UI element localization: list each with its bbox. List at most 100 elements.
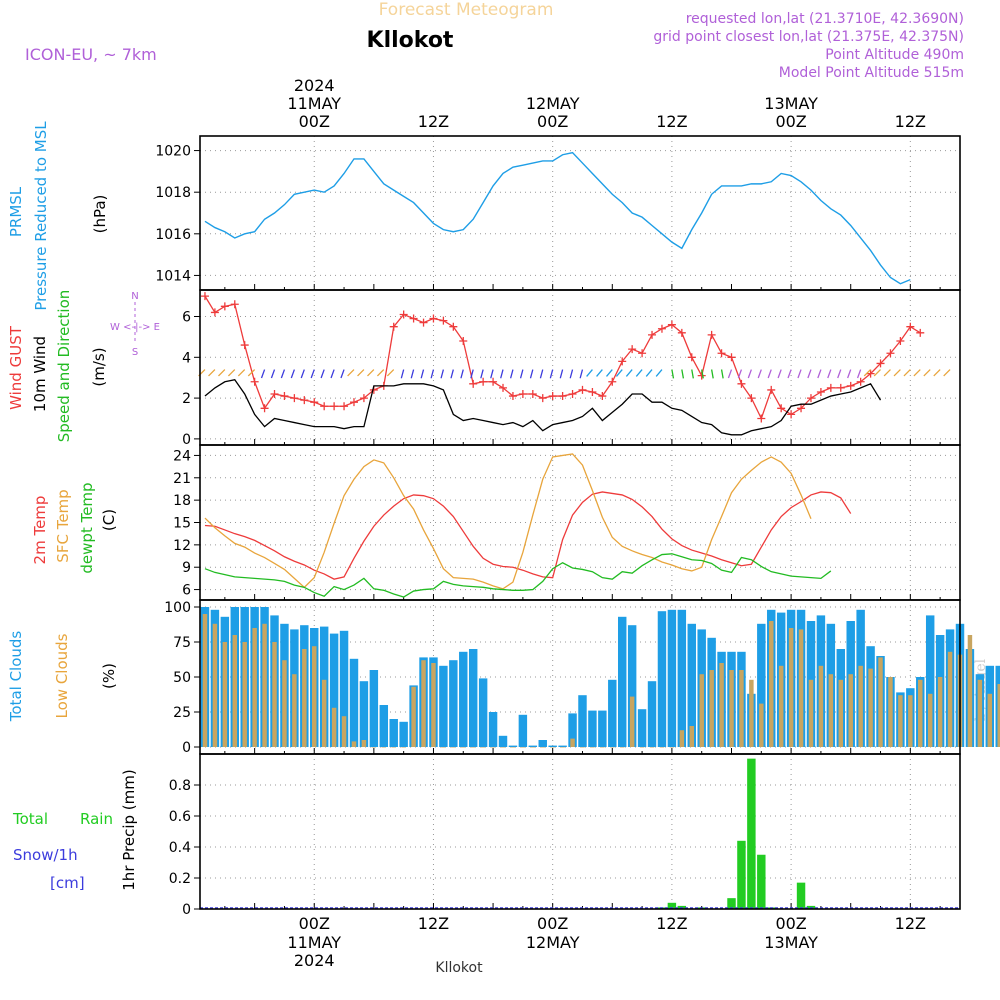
low-cloud-bar xyxy=(391,747,396,748)
low-cloud-bar xyxy=(838,679,844,747)
wind-arrow xyxy=(500,369,504,379)
temp2m-label: 2m Temp xyxy=(31,496,49,565)
bottom-date-label: 11MAY xyxy=(287,933,341,952)
y-tick-label: 25 xyxy=(173,705,191,721)
total-cloud-bar xyxy=(359,681,369,747)
gust-marker xyxy=(727,353,736,362)
low-cloud-bar xyxy=(540,747,545,748)
low-cloud-bar xyxy=(312,646,317,747)
gust-marker xyxy=(518,390,527,399)
gust-marker xyxy=(657,324,666,333)
wind-arrow xyxy=(737,369,743,379)
low-clouds-label: Low Clouds xyxy=(53,633,71,718)
y-tick-label: 1014 xyxy=(155,268,191,284)
total-cloud-bar xyxy=(488,712,498,747)
gust-marker xyxy=(230,300,239,309)
total-cloud-bar xyxy=(627,625,637,747)
series-line xyxy=(204,295,921,421)
low-cloud-bar xyxy=(888,677,893,747)
total-cloud-bar xyxy=(339,630,349,747)
y-tick-label: 9 xyxy=(182,560,191,576)
pressure-labels: PRMSL Pressure Reduced to MSL (hPa) xyxy=(7,121,109,311)
total-cloud-bar xyxy=(538,740,547,747)
dewpt-label: dewpt Temp xyxy=(78,482,96,573)
y-tick-label: 4 xyxy=(182,350,191,366)
wind-arrow xyxy=(767,369,772,379)
low-cloud-bar xyxy=(570,738,575,747)
wind-arrow xyxy=(883,369,891,377)
gust-marker xyxy=(528,390,537,399)
gust-marker xyxy=(499,383,508,392)
model-altitude: Model Point Altitude 515m xyxy=(779,65,964,81)
footer-location: Kllokot xyxy=(435,960,483,976)
sfctemp-label: SFC Temp xyxy=(54,489,72,562)
gust-marker xyxy=(389,322,398,331)
wind-arrow xyxy=(480,369,484,379)
wind-arrow xyxy=(549,369,554,379)
total-cloud-bar xyxy=(518,714,528,747)
low-cloud-bar xyxy=(947,651,953,747)
wind-arrow xyxy=(645,369,653,377)
gust-marker xyxy=(608,377,617,386)
wind-arrow xyxy=(280,369,286,379)
bottom-time-label: 00Z xyxy=(537,914,568,933)
precip-unit: 1hr Precip (mm) xyxy=(120,769,138,890)
low-cloud-bar xyxy=(749,679,754,747)
low-cloud-bar xyxy=(619,747,625,748)
panel-frame xyxy=(199,289,961,446)
low-cloud-bar xyxy=(709,670,714,747)
gust-marker xyxy=(787,410,796,419)
gust-marker xyxy=(707,330,716,339)
gust-marker xyxy=(826,383,835,392)
total-rain-label: Total xyxy=(12,810,48,828)
low-cloud-bar xyxy=(371,747,377,748)
y-tick-label: 0 xyxy=(182,740,191,756)
wind-arrow xyxy=(893,369,901,377)
low-cloud-bar xyxy=(729,670,734,747)
gust-marker xyxy=(340,402,349,411)
gust-marker xyxy=(846,381,855,390)
gust-label: Wind GUST xyxy=(7,325,25,410)
low-cloud-bar xyxy=(331,707,337,747)
low-cloud-bar xyxy=(202,614,208,747)
gust-marker xyxy=(757,414,766,423)
low-cloud-bar xyxy=(470,747,476,748)
gust-marker xyxy=(816,387,825,396)
gust-marker xyxy=(558,392,567,401)
wind-arrow xyxy=(509,369,514,379)
gust-marker xyxy=(349,398,358,407)
wind-arrow xyxy=(470,369,474,379)
low-cloud-bar xyxy=(580,747,585,748)
total-cloud-bar xyxy=(637,709,647,747)
wind-arrow xyxy=(757,369,762,379)
gust-marker xyxy=(667,320,676,329)
y-tick-label: 12 xyxy=(173,538,191,554)
total-cloud-bar xyxy=(508,745,518,747)
location-title: Kllokot xyxy=(367,28,454,53)
wind-arrow xyxy=(290,369,295,379)
low-cloud-bar xyxy=(252,628,257,747)
low-cloud-bar xyxy=(222,642,228,747)
wind-arrow xyxy=(330,369,335,379)
gust-marker xyxy=(687,353,696,362)
low-cloud-bar xyxy=(560,747,565,748)
gust-marker xyxy=(409,314,418,323)
gust-marker xyxy=(220,302,229,311)
low-cloud-bar xyxy=(798,629,804,747)
precip-bar xyxy=(727,898,736,909)
wind-arrow xyxy=(260,369,266,379)
low-cloud-bar xyxy=(272,642,277,747)
low-cloud-bar xyxy=(848,674,853,747)
gust-marker xyxy=(836,383,845,392)
total-clouds-label: Total Clouds xyxy=(7,631,25,723)
low-cloud-bar xyxy=(441,747,446,748)
wind-arrow xyxy=(856,369,862,379)
wind-arrow xyxy=(376,369,385,377)
wind-arrow xyxy=(440,369,445,379)
precip-bar xyxy=(737,840,746,909)
precip-labels: Total Rain Snow/1h [cm] 1hr Precip (mm) xyxy=(12,769,138,892)
wind-arrow xyxy=(519,369,524,379)
low-cloud-bar xyxy=(788,628,794,747)
low-cloud-bar xyxy=(778,665,784,747)
panel-frame xyxy=(199,753,961,910)
